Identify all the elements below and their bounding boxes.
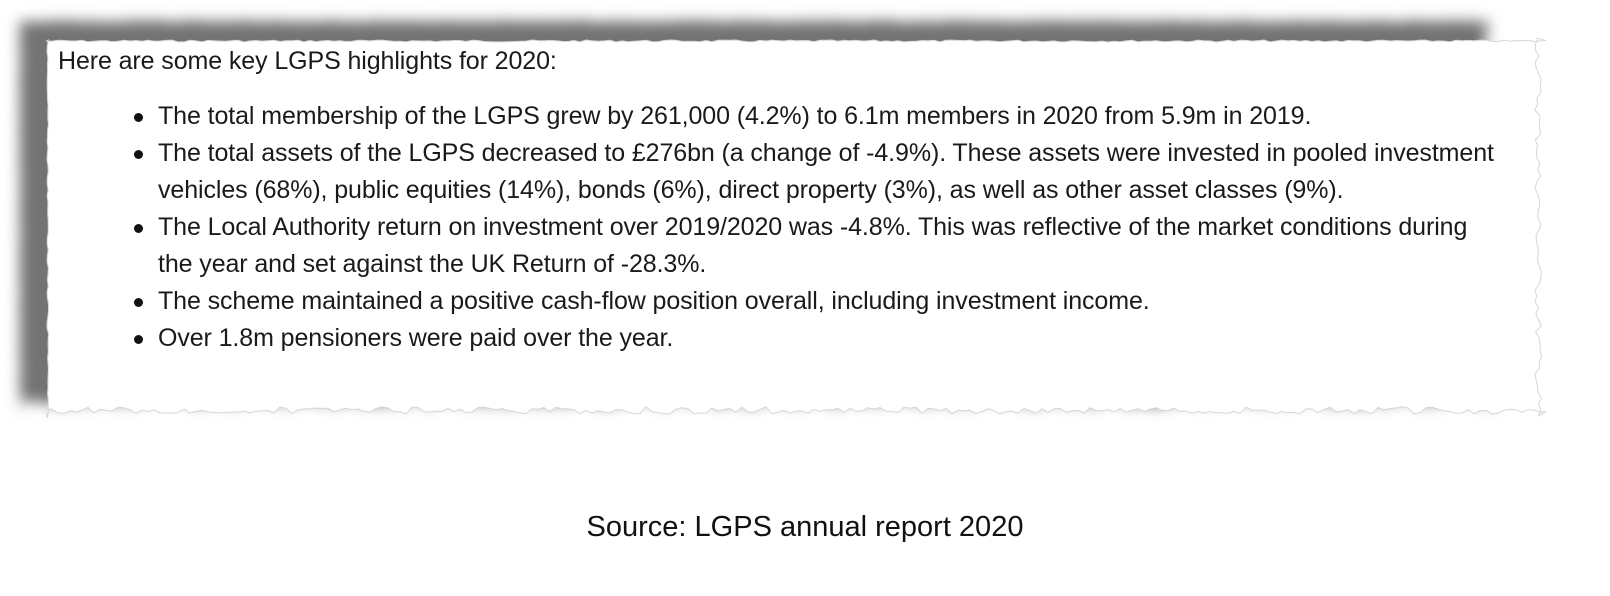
bullet-icon bbox=[134, 224, 143, 233]
bullet-icon bbox=[134, 298, 143, 307]
highlights-list: The total membership of the LGPS grew by… bbox=[58, 98, 1528, 357]
intro-text: Here are some key LGPS highlights for 20… bbox=[58, 47, 557, 75]
highlight-item-return: The Local Authority return on investment… bbox=[134, 209, 1528, 283]
highlight-item-membership: The total membership of the LGPS grew by… bbox=[134, 98, 1528, 135]
highlight-item-assets: The total assets of the LGPS decreased t… bbox=[134, 135, 1528, 209]
highlight-text: The scheme maintained a positive cash-fl… bbox=[158, 287, 1150, 315]
bullet-icon bbox=[134, 113, 143, 122]
highlight-item-pensioners: Over 1.8m pensioners were paid over the … bbox=[134, 320, 1528, 357]
bullet-icon bbox=[134, 335, 143, 344]
torn-paper-clipping: Here are some key LGPS highlights for 20… bbox=[46, 38, 1546, 418]
highlight-text: Over 1.8m pensioners were paid over the … bbox=[158, 324, 674, 352]
highlight-text: The Local Authority return on investment… bbox=[158, 213, 1468, 278]
clipping-content: Here are some key LGPS highlights for 20… bbox=[58, 44, 1528, 357]
highlight-text: The total assets of the LGPS decreased t… bbox=[158, 139, 1494, 204]
torn-paper-background bbox=[46, 38, 1546, 418]
highlight-text: The total membership of the LGPS grew by… bbox=[158, 102, 1312, 130]
highlight-item-cashflow: The scheme maintained a positive cash-fl… bbox=[134, 283, 1528, 320]
source-caption: Source: LGPS annual report 2020 bbox=[586, 511, 1024, 543]
bullet-icon bbox=[134, 150, 143, 159]
